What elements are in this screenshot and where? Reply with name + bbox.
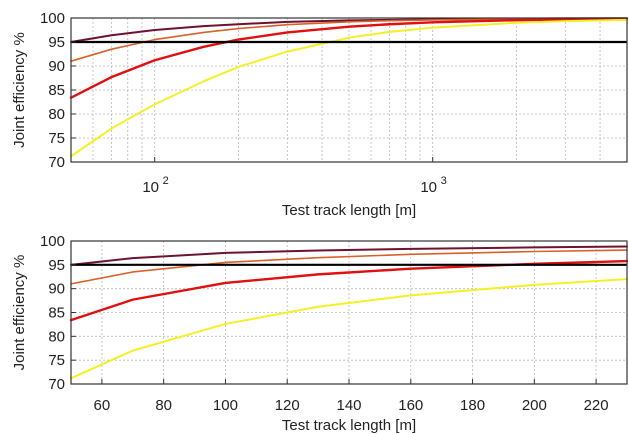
x-axis-label: Test track length [m]: [282, 417, 416, 434]
y-tick-label: 90: [48, 58, 65, 75]
y-tick-label: 100: [40, 233, 65, 250]
x-tick-label: 140: [336, 397, 361, 414]
x-tick-label: 220: [584, 397, 609, 414]
x-tick-exponent: 3: [441, 175, 447, 187]
series-line-4: [70, 278, 628, 380]
x-axis-label: Test track length [m]: [282, 202, 416, 219]
x-tick-label: 160: [398, 397, 423, 414]
y-tick-label: 70: [48, 376, 65, 393]
series-line-2: [70, 249, 628, 285]
bottom-chart-linear-scale: 70 75 80 85 90 95 100 60 80 100 120 140 160 180 200 220…: [11, 233, 629, 434]
y-tick-label: 95: [48, 34, 65, 51]
y-axis-label: Joint efficiency %: [11, 255, 28, 371]
x-tick-label: 10: [420, 179, 437, 196]
y-axis-label: Joint efficiency %: [11, 32, 28, 148]
y-tick-label: 95: [48, 257, 65, 274]
y-tick-label: 100: [40, 10, 65, 27]
x-tick-label: 10: [142, 179, 159, 196]
y-tick-label: 90: [48, 281, 65, 298]
x-tick-label: 100: [213, 397, 238, 414]
x-tick-label: 80: [155, 397, 172, 414]
series-line-1: [70, 245, 628, 266]
series-line-3: [69, 17, 629, 99]
y-tick-label: 80: [48, 106, 65, 123]
top-chart-log-scale: 70 75 80 85 90 95 100 10 2 10 3 Test track length […: [11, 10, 629, 219]
y-tick-label: 70: [48, 154, 65, 171]
x-tick-label: 180: [460, 397, 485, 414]
y-tick-label: 85: [48, 305, 65, 322]
series-line-4: [70, 18, 628, 158]
y-tick-label: 85: [48, 82, 65, 99]
y-tick-label: 80: [48, 328, 65, 345]
x-tick-label: 120: [275, 397, 300, 414]
x-tick-label: 200: [522, 397, 547, 414]
x-tick-label: 60: [94, 397, 111, 414]
x-tick-exponent: 2: [163, 175, 169, 187]
y-tick-label: 75: [48, 352, 65, 369]
y-tick-label: 75: [48, 130, 65, 147]
